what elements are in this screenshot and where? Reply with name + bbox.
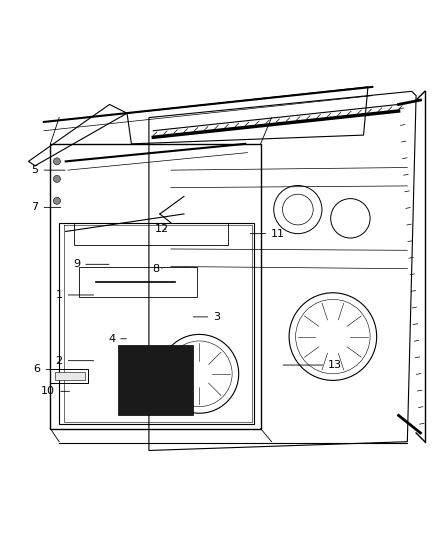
Text: 12: 12	[155, 224, 169, 235]
Text: 11: 11	[250, 229, 285, 239]
Circle shape	[53, 158, 60, 165]
Text: 1: 1	[56, 290, 94, 300]
Text: 5: 5	[32, 165, 65, 175]
Text: 2: 2	[56, 356, 94, 366]
Text: 8: 8	[152, 264, 162, 273]
Text: 9: 9	[73, 260, 109, 269]
Circle shape	[53, 175, 60, 182]
Circle shape	[53, 197, 60, 204]
Polygon shape	[118, 345, 193, 415]
Text: 3: 3	[193, 312, 220, 322]
Text: 7: 7	[32, 203, 61, 212]
Text: 13: 13	[283, 360, 342, 370]
Polygon shape	[55, 372, 85, 381]
Text: 4: 4	[108, 334, 127, 344]
Text: 10: 10	[41, 386, 70, 397]
Text: 6: 6	[34, 365, 65, 374]
